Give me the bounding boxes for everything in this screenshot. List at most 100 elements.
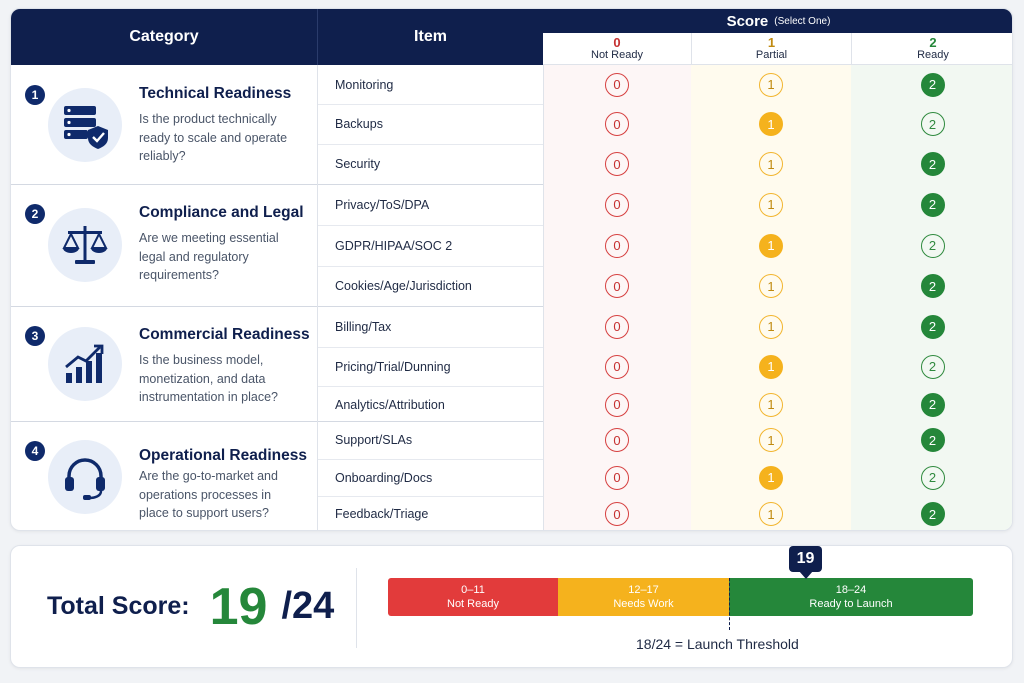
score-2-option[interactable]: 2 xyxy=(920,112,945,136)
score-2-option[interactable]: 2 xyxy=(920,354,945,379)
level-label: Not Ready xyxy=(591,48,643,61)
score-cell-1: 1 xyxy=(691,184,851,225)
score-0-option[interactable]: 0 xyxy=(605,192,629,217)
item-name: Backups xyxy=(335,117,383,131)
score-cell-2: 2 xyxy=(851,225,1012,266)
score-cell-0: 0 xyxy=(543,421,691,459)
readiness-table: Category Item Score (Select One) 0 Not R… xyxy=(10,8,1013,531)
category-number: 2 xyxy=(25,204,45,224)
score-1-option[interactable]: 1 xyxy=(759,233,783,258)
total-score: Total Score: 19 /24 xyxy=(47,546,334,667)
score-subtitle: (Select One) xyxy=(774,15,831,27)
score-1-option[interactable]: 1 xyxy=(759,392,783,417)
category-number: 1 xyxy=(25,85,45,105)
level-2-header: 2 Ready xyxy=(851,33,1012,65)
score-marker: 19 xyxy=(789,546,822,572)
score-0-option[interactable]: 0 xyxy=(605,274,629,298)
threshold-label: 18/24 = Launch Threshold xyxy=(636,636,799,652)
score-cell-1: 1 xyxy=(691,266,851,306)
score-cell-1: 1 xyxy=(691,386,851,423)
score-1-option[interactable]: 1 xyxy=(759,274,783,298)
score-1-option[interactable]: 1 xyxy=(759,502,783,526)
category-description: Are the go-to-market and operations proc… xyxy=(139,469,278,520)
band-not-ready: 0–11 Not Ready xyxy=(388,578,558,616)
score-2-option[interactable]: 2 xyxy=(920,502,945,526)
headset-icon xyxy=(48,439,122,514)
score-0-option[interactable]: 0 xyxy=(605,233,629,258)
score-0-option[interactable]: 0 xyxy=(605,354,629,379)
score-0-option[interactable]: 0 xyxy=(605,152,629,176)
total-max: /24 xyxy=(281,585,335,627)
table-row: Feedback/Triage 0 1 2 xyxy=(317,496,1012,530)
score-2-option[interactable]: 2 xyxy=(920,274,945,298)
score-1-option[interactable]: 1 xyxy=(759,112,783,136)
category-1: 1 Technical Readiness Is the product tec… xyxy=(11,65,317,184)
score-2-option[interactable]: 2 xyxy=(920,72,945,97)
score-0-option[interactable]: 0 xyxy=(605,465,629,490)
score-cell-2: 2 xyxy=(851,347,1012,386)
category-4: 4 Operational Readiness Are the go-to-ma… xyxy=(11,421,317,530)
score-2-option[interactable]: 2 xyxy=(920,314,945,339)
item-name: Support/SLAs xyxy=(335,433,413,447)
score-0-option[interactable]: 0 xyxy=(605,502,629,526)
score-2-option[interactable]: 2 xyxy=(920,428,945,452)
score-cell-2: 2 xyxy=(851,266,1012,306)
score-cell-0: 0 xyxy=(543,144,691,184)
table-row: Privacy/ToS/DPA 0 1 2 xyxy=(317,184,1012,225)
score-cell-0: 0 xyxy=(543,266,691,306)
score-1-option[interactable]: 1 xyxy=(759,465,783,490)
table-row: Onboarding/Docs 0 1 2 xyxy=(317,459,1012,496)
threshold-line xyxy=(729,578,730,630)
score-0-option[interactable]: 0 xyxy=(605,392,629,417)
score-cell-1: 1 xyxy=(691,65,851,104)
score-cell-0: 0 xyxy=(543,225,691,266)
score-1-option[interactable]: 1 xyxy=(759,428,783,452)
score-2-option[interactable]: 2 xyxy=(920,392,945,417)
score-title: Score xyxy=(726,12,769,30)
category-title: Technical Readiness xyxy=(139,85,292,102)
item-name: Billing/Tax xyxy=(335,319,392,334)
table-row: Backups 0 1 2 xyxy=(317,104,1012,144)
score-0-option[interactable]: 0 xyxy=(605,428,629,452)
total-value: 19 xyxy=(209,577,268,636)
category-2: 2 Compliance and Legal Are we meeting es… xyxy=(11,184,317,306)
category-description: Are we meeting essential legal and regul… xyxy=(139,231,279,282)
score-1-option[interactable]: 1 xyxy=(759,152,783,176)
table-row: Monitoring 0 1 2 xyxy=(317,65,1012,104)
score-cell-1: 1 xyxy=(691,459,851,496)
score-cell-2: 2 xyxy=(851,306,1012,347)
score-1-option[interactable]: 1 xyxy=(759,192,783,217)
level-1-header: 1 Partial xyxy=(691,33,851,65)
score-0-option[interactable]: 0 xyxy=(605,314,629,339)
category-title: Commercial Readiness xyxy=(139,326,310,343)
score-1-option[interactable]: 1 xyxy=(759,314,783,339)
item-name: Monitoring xyxy=(335,77,394,92)
score-2-option[interactable]: 2 xyxy=(920,152,945,176)
score-2-option[interactable]: 2 xyxy=(920,233,945,258)
score-1-option[interactable]: 1 xyxy=(759,72,783,97)
score-0-option[interactable]: 0 xyxy=(605,112,629,136)
band-label: Ready to Launch xyxy=(809,598,893,610)
score-cell-1: 1 xyxy=(691,306,851,347)
level-0-header: 0 Not Ready xyxy=(543,33,691,65)
item-name: Onboarding/Docs xyxy=(335,470,433,485)
score-2-option[interactable]: 2 xyxy=(920,465,945,490)
category-header: Category xyxy=(11,9,317,65)
table-row: Pricing/Trial/Dunning 0 1 2 xyxy=(317,347,1012,386)
score-2-option[interactable]: 2 xyxy=(920,192,945,217)
band-range: 12–17 xyxy=(628,584,659,596)
score-cell-0: 0 xyxy=(543,459,691,496)
score-header: Score (Select One) xyxy=(543,9,1012,33)
score-cell-0: 0 xyxy=(543,184,691,225)
category-number: 3 xyxy=(25,326,45,346)
score-cell-2: 2 xyxy=(851,386,1012,423)
score-cell-1: 1 xyxy=(691,144,851,184)
score-cell-1: 1 xyxy=(691,225,851,266)
level-num: 0 xyxy=(613,34,621,50)
score-cell-2: 2 xyxy=(851,144,1012,184)
level-num: 1 xyxy=(767,34,776,50)
score-cell-2: 2 xyxy=(851,184,1012,225)
score-0-option[interactable]: 0 xyxy=(605,72,629,97)
marker-pointer xyxy=(799,571,813,579)
score-1-option[interactable]: 1 xyxy=(759,354,783,379)
